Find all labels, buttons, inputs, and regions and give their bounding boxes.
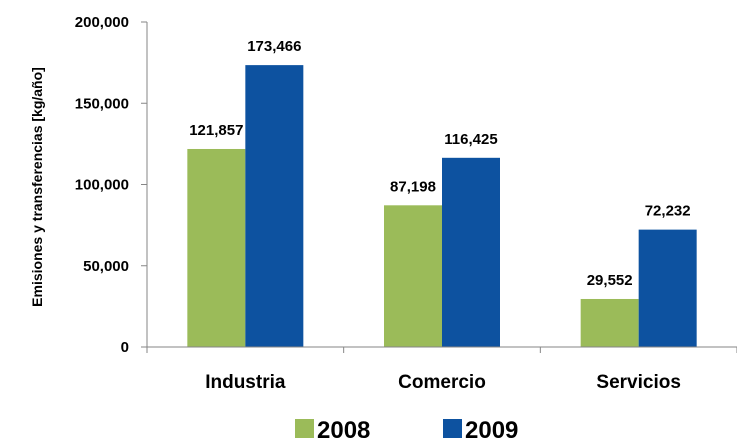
data-label: 87,198 bbox=[390, 178, 436, 195]
y-axis: 0 50,000 100,000 150,000 200,000 bbox=[75, 14, 148, 356]
y-tick-label: 200,000 bbox=[75, 14, 129, 31]
data-label: 29,552 bbox=[587, 272, 633, 289]
legend-label-2008: 2008 bbox=[317, 417, 370, 440]
bar-2009-comercio bbox=[442, 157, 500, 347]
y-tick-label: 150,000 bbox=[75, 95, 129, 112]
y-tick-label: 50,000 bbox=[83, 258, 129, 275]
legend-swatch-2009 bbox=[443, 419, 462, 438]
data-label: 173,466 bbox=[247, 38, 301, 55]
data-label: 72,232 bbox=[645, 203, 691, 220]
bar-2009-servicios bbox=[638, 229, 697, 347]
x-axis: Industria Comercio Servicios bbox=[146, 346, 737, 393]
y-tick-label: 0 bbox=[121, 339, 129, 356]
legend-swatch-2008 bbox=[295, 419, 314, 438]
x-tick-label: Servicios bbox=[596, 372, 681, 393]
plot-area: 121,857 173,466 87,198 116,425 29,552 72,232 bbox=[187, 38, 697, 348]
x-tick-label: Industria bbox=[205, 372, 286, 393]
y-tick-label: 100,000 bbox=[75, 177, 129, 194]
bar-2008-servicios bbox=[580, 298, 639, 347]
bar-2008-comercio bbox=[384, 205, 442, 347]
bar-2008-industria bbox=[187, 148, 246, 347]
bar-2009-industria bbox=[245, 65, 304, 348]
x-tick-label: Comercio bbox=[398, 372, 486, 393]
data-label: 121,857 bbox=[189, 122, 243, 139]
y-axis-label: Emisiones y transferencias [kg/año] bbox=[29, 67, 45, 307]
legend: 2008 2009 bbox=[295, 417, 518, 440]
data-label: 116,425 bbox=[444, 131, 497, 148]
legend-label-2009: 2009 bbox=[465, 417, 518, 440]
